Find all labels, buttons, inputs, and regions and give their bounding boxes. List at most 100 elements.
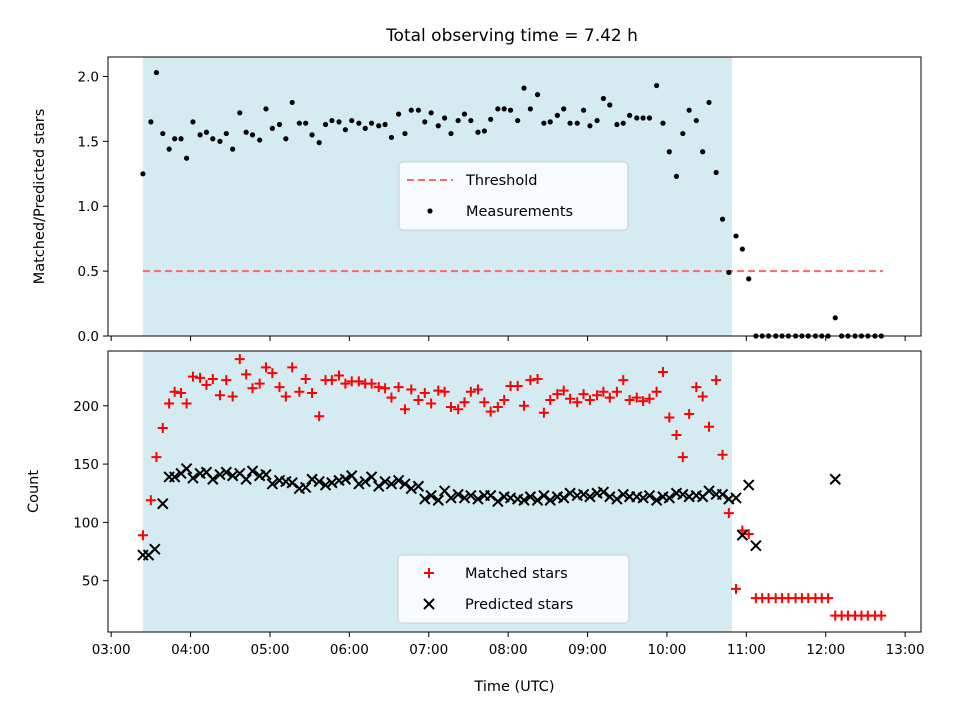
matched-star-point — [677, 452, 688, 463]
measurement-point — [541, 120, 547, 126]
matched-star-point — [419, 387, 430, 398]
x-tick-label: 07:00 — [409, 642, 448, 658]
measurement-point — [422, 119, 428, 125]
predicted-star-point — [168, 471, 181, 483]
measurement-point — [217, 138, 223, 144]
predicted-star-point — [538, 489, 550, 502]
matched-star-point — [340, 378, 351, 389]
count-panel: Matched stars Predicted stars 50 100 150 200… — [26, 350, 925, 695]
matched-star-point — [618, 375, 629, 386]
measurement-point — [402, 130, 408, 137]
measurement-point — [257, 137, 263, 143]
matched-star-point — [426, 398, 437, 409]
measurement-point — [713, 169, 719, 176]
predicted-star-point — [492, 495, 504, 508]
matched-star-point — [584, 394, 595, 405]
matched-star-point — [353, 376, 364, 387]
measurement-point — [481, 128, 487, 134]
x-tick-label: 11:00 — [727, 642, 766, 658]
matched-star-point — [380, 383, 391, 394]
predicted-star-point — [743, 479, 755, 491]
measurement-point — [521, 85, 527, 91]
measurement-point — [376, 123, 382, 129]
predicted-star-point — [703, 485, 715, 497]
matched-star-point — [638, 396, 649, 407]
matched-star-point — [704, 421, 715, 432]
matched-star-point — [294, 386, 305, 397]
matched-star-point — [479, 397, 490, 408]
matched-star-point — [743, 529, 754, 540]
measurement-point — [140, 171, 146, 177]
predicted-star-point — [359, 475, 371, 488]
legend-measurement-swatch — [427, 208, 433, 214]
measurement-point — [368, 120, 375, 126]
measurement-point — [178, 136, 184, 142]
predicted-star-point — [611, 493, 623, 505]
matched-star-point — [538, 407, 549, 418]
predicted-star-point — [319, 479, 332, 491]
measurement-point — [600, 95, 607, 102]
measurement-point — [166, 146, 172, 152]
legend-label: Threshold — [465, 173, 537, 189]
predicted-star-point — [313, 475, 325, 488]
matched-star-point — [558, 385, 569, 396]
measurement-point — [832, 315, 838, 321]
matched-star-point — [671, 429, 682, 440]
measurement-point — [686, 107, 692, 113]
measurement-point — [237, 110, 243, 116]
measurement-point — [634, 115, 640, 121]
measurement-point — [249, 132, 256, 138]
matched-star-point — [657, 366, 668, 377]
predicted-star-point — [677, 488, 689, 501]
measurement-point — [726, 269, 732, 276]
predicted-star-point — [564, 487, 576, 499]
matched-star-point — [684, 408, 695, 419]
predicted-star-point — [214, 468, 226, 481]
matched-star-point — [187, 371, 198, 382]
matched-star-point — [300, 373, 311, 384]
predicted-star-point — [353, 478, 365, 490]
matched-star-point — [711, 375, 722, 386]
matched-star-point — [472, 384, 483, 395]
measurement-point — [700, 149, 706, 155]
measurement-point — [739, 246, 745, 252]
matched-star-point — [604, 392, 615, 403]
matched-star-point — [254, 378, 265, 389]
predicted-star-point — [412, 480, 425, 492]
measurement-point — [706, 99, 712, 106]
predicted-star-point — [643, 489, 656, 502]
matched-star-point — [578, 389, 589, 400]
predicted-star-point — [392, 474, 405, 487]
predicted-star-point — [180, 463, 193, 475]
matched-star-point — [207, 373, 218, 384]
measurement-point — [223, 130, 229, 137]
legend-label: Matched stars — [465, 566, 568, 582]
matched-star-point — [519, 400, 530, 411]
predicted-star-point — [373, 480, 385, 492]
y-tick-label: 1.5 — [78, 134, 99, 150]
predicted-star-point — [465, 489, 477, 502]
matched-star-point — [145, 495, 156, 506]
measurement-point — [442, 115, 448, 121]
matched-star-point — [201, 379, 212, 390]
measurement-point — [269, 125, 275, 131]
measurement-point — [455, 117, 461, 124]
matched-star-point — [413, 394, 424, 405]
y-tick-label: 100 — [73, 515, 99, 531]
predicted-star-point — [544, 494, 556, 506]
x-tick-label: 05:00 — [251, 642, 290, 658]
predicted-star-point — [246, 465, 259, 477]
matched-star-point — [280, 391, 291, 402]
measurement-point — [190, 119, 196, 125]
matched-star-point — [525, 375, 536, 386]
matched-star-point — [631, 392, 642, 403]
measurement-point — [276, 121, 283, 128]
measurement-point — [448, 130, 454, 137]
matched-star-point — [151, 452, 162, 463]
matched-star-point — [453, 404, 464, 415]
axes-frame — [107, 56, 922, 337]
matched-star-point — [545, 394, 556, 405]
y-tick-label: 150 — [73, 457, 99, 473]
count-axes: 50 100 150 200 03:00 04:00 05:00 06:00 07:00 08:0… — [73, 350, 925, 658]
